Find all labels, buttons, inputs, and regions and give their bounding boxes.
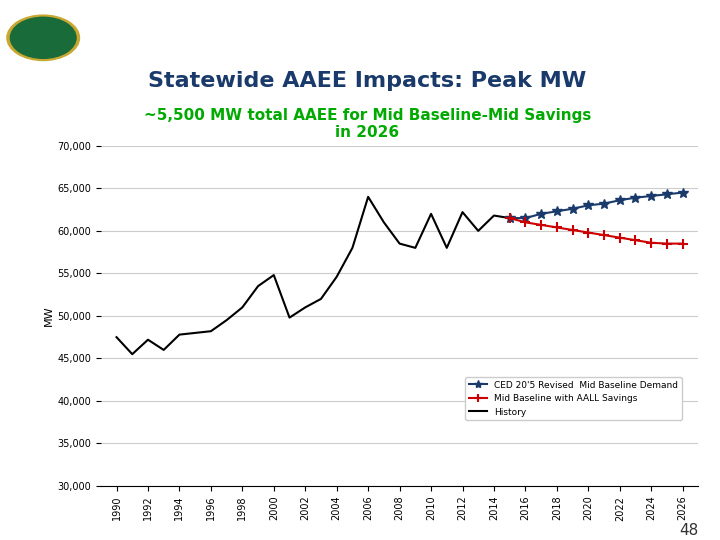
Circle shape <box>10 17 76 58</box>
Text: 48: 48 <box>679 523 698 538</box>
Text: Statewide AAEE Impacts: Peak MW: Statewide AAEE Impacts: Peak MW <box>148 71 586 91</box>
Text: ~5,500 MW total AAEE for Mid Baseline-Mid Savings
in 2026: ~5,500 MW total AAEE for Mid Baseline-Mi… <box>143 107 591 140</box>
Text: California Energy Commission: California Energy Commission <box>274 30 532 45</box>
Legend: CED 20'5 Revised  Mid Baseline Demand, Mid Baseline with AALL Savings, History: CED 20'5 Revised Mid Baseline Demand, Mi… <box>465 377 682 420</box>
Circle shape <box>7 15 79 60</box>
Y-axis label: MW: MW <box>45 306 54 326</box>
